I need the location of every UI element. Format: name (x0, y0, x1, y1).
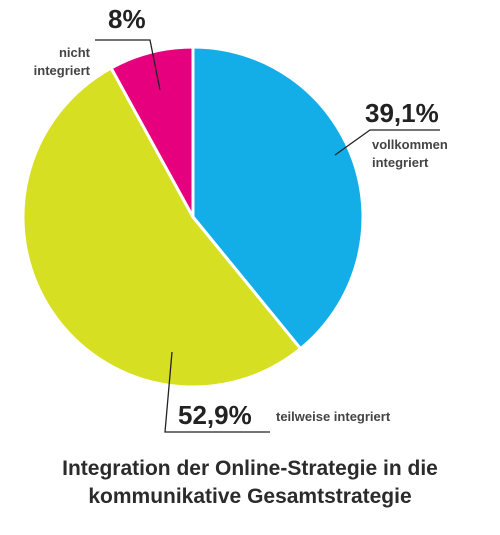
category-label: vollkommen integriert (372, 137, 448, 170)
value-label: 39,1% (365, 98, 439, 128)
chart (21, 39, 440, 433)
chart-title: Integration der Online-Strategie in die … (62, 457, 438, 508)
pie-slice (109, 45, 195, 218)
category-label: teilweise integriert (276, 409, 391, 424)
leader-line (95, 39, 161, 91)
category-label: nicht integriert (33, 45, 90, 78)
pie-slice (21, 65, 303, 389)
leader-line (164, 351, 270, 433)
value-label: 8% (108, 4, 146, 34)
leader-line (334, 129, 440, 156)
pie-slice (191, 45, 365, 351)
value-label: 52,9% (178, 400, 252, 430)
